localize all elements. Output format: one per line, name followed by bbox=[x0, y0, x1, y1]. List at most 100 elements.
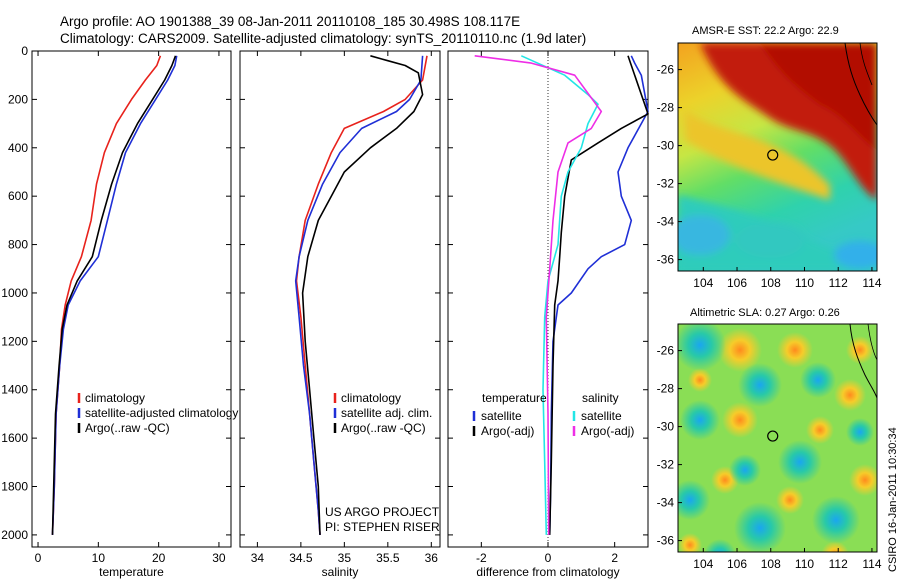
sst-argo-position-marker bbox=[767, 149, 779, 161]
sla-map-xtick-label: 112 bbox=[829, 557, 848, 571]
difference-legend-label: satellite bbox=[581, 409, 622, 423]
sla-negative-anomaly bbox=[704, 539, 736, 552]
temperature-plot-frame bbox=[31, 50, 232, 548]
sla-negative-anomaly bbox=[680, 400, 720, 440]
sst-map-xtick-label: 104 bbox=[693, 276, 713, 290]
difference-legend-label: Argo(-adj) bbox=[481, 424, 534, 438]
salinity-legend-label: Argo(..raw -QC) bbox=[341, 421, 426, 435]
depth-tick-label: 1200 bbox=[1, 334, 28, 348]
sst-map-frame bbox=[677, 42, 878, 272]
sla-map bbox=[678, 324, 877, 552]
sla-negative-anomaly bbox=[738, 363, 782, 407]
depth-tick-label: 1600 bbox=[1, 431, 28, 445]
temperature-xtick-label: 0 bbox=[35, 551, 42, 565]
sst-map-xtick-label: 106 bbox=[727, 276, 747, 290]
sst-map-ytick-label: -30 bbox=[657, 139, 675, 153]
sla-negative-anomaly bbox=[678, 480, 710, 520]
sst-map-xtick-label: 114 bbox=[862, 276, 881, 290]
project-annotation: US ARGO PROJECT bbox=[325, 505, 440, 519]
depth-tick-label: 1800 bbox=[1, 480, 28, 494]
difference-series-2 bbox=[520, 55, 599, 535]
sla-negative-anomaly bbox=[812, 496, 860, 544]
salinity-xtick-label: 34 bbox=[251, 551, 265, 565]
sla-map-ytick-label: -30 bbox=[657, 420, 675, 434]
sla-negative-anomaly bbox=[734, 502, 786, 552]
header-line-2: Climatology: CARS2009. Satellite-adjuste… bbox=[60, 31, 586, 46]
salinity-xtick-label: 36 bbox=[425, 551, 439, 565]
sla-positive-anomaly bbox=[846, 336, 874, 364]
sla-negative-anomaly bbox=[729, 454, 761, 486]
temperature-legend-label: Argo(..raw -QC) bbox=[85, 421, 170, 435]
temperature-legend-label: satellite-adjusted climatology bbox=[85, 406, 238, 420]
temperature-xlabel: temperature bbox=[99, 565, 164, 579]
sst-map-ytick-label: -36 bbox=[657, 253, 675, 267]
salinity-xtick-label: 35 bbox=[338, 551, 352, 565]
temperature-legend-label: climatology bbox=[85, 391, 145, 405]
sst-map-ytick-label: -32 bbox=[657, 177, 675, 191]
sla-positive-anomaly bbox=[722, 402, 758, 438]
depth-tick-label: 200 bbox=[8, 92, 28, 106]
depth-tick-label: 400 bbox=[8, 141, 28, 155]
difference-legend-label: Argo(-adj) bbox=[581, 424, 634, 438]
depth-tick-label: 1000 bbox=[1, 286, 28, 300]
sst-map-title: AMSR-E SST: 22.2 Argo: 22.9 bbox=[692, 25, 839, 37]
sla-negative-anomaly bbox=[846, 418, 874, 446]
sst-map-xtick-label: 112 bbox=[829, 276, 848, 290]
salinity-xlabel: salinity bbox=[322, 565, 359, 579]
depth-tick-label: 0 bbox=[21, 44, 28, 58]
sla-map-xtick-label: 108 bbox=[761, 557, 781, 571]
salinity-xtick-label: 34.5 bbox=[289, 551, 313, 565]
sst-map-xtick-label: 108 bbox=[761, 276, 781, 290]
sla-map-xtick-label: 114 bbox=[862, 557, 881, 571]
sla-positive-anomaly bbox=[777, 332, 813, 368]
difference-series-1 bbox=[548, 55, 649, 535]
difference-xtick-label: 2 bbox=[611, 551, 618, 565]
depth-tick-label: 800 bbox=[8, 238, 28, 252]
difference-series-0 bbox=[548, 55, 649, 535]
salinity-plot-frame bbox=[239, 50, 441, 548]
difference-xlabel: difference from climatology bbox=[476, 565, 619, 579]
depth-tick-label: 2000 bbox=[1, 528, 28, 542]
temperature-series-0 bbox=[51, 55, 162, 535]
temperature-xtick-label: 30 bbox=[212, 551, 226, 565]
sla-negative-anomaly bbox=[678, 324, 726, 371]
difference-xtick-label: 0 bbox=[545, 551, 552, 565]
sla-map-ytick-label: -36 bbox=[657, 534, 675, 548]
legend-title-salinity: salinity bbox=[582, 391, 619, 405]
sla-positive-anomaly bbox=[821, 541, 849, 552]
header-line-1: Argo profile: AO 1901388_39 08-Jan-2011 … bbox=[60, 14, 520, 29]
sla-negative-anomaly bbox=[778, 440, 822, 484]
sst-map bbox=[678, 43, 877, 271]
sla-map-title: Altimetric SLA: 0.27 Argo: 0.26 bbox=[690, 307, 840, 319]
sla-positive-anomaly bbox=[849, 464, 877, 496]
temperature-xtick-label: 10 bbox=[92, 551, 106, 565]
sst-map-ytick-label: -34 bbox=[657, 215, 675, 229]
sla-map-ytick-label: -32 bbox=[657, 458, 675, 472]
sla-map-xtick-label: 110 bbox=[795, 557, 814, 571]
sla-positive-anomaly bbox=[806, 416, 834, 444]
sla-map-frame bbox=[677, 323, 878, 553]
sla-positive-anomaly bbox=[718, 328, 762, 372]
sst-map-ytick-label: -28 bbox=[657, 101, 675, 115]
side-label: CSIRO 16-Jan-2011 10:30:34 bbox=[887, 427, 899, 572]
salinity-legend-label: satellite adj. clim. bbox=[341, 406, 432, 420]
temperature-series-2 bbox=[51, 55, 177, 535]
temperature-plot: 0 10 20 30 temperature 0 200 400 600 800 1000 1200 1… bbox=[1, 44, 238, 579]
difference-series-3 bbox=[474, 55, 603, 535]
sla-map-ytick-label: -28 bbox=[657, 382, 675, 396]
salinity-series-1 bbox=[294, 55, 424, 535]
depth-tick-label: 1400 bbox=[1, 383, 28, 397]
sla-negative-anomaly bbox=[800, 362, 836, 398]
project-annotation: PI: STEPHEN RISER bbox=[325, 520, 440, 534]
sst-map-xtick-label: 110 bbox=[795, 276, 814, 290]
salinity-plot: 34 34.5 35 35.5 36 salinity climatologysatelli… bbox=[240, 50, 440, 579]
depth-tick-label: 600 bbox=[8, 189, 28, 203]
sla-positive-anomaly bbox=[834, 379, 866, 411]
salinity-legend-label: climatology bbox=[341, 391, 401, 405]
salinity-series-2 bbox=[301, 55, 424, 535]
temperature-xtick-label: 20 bbox=[152, 551, 166, 565]
sla-positive-anomaly bbox=[688, 368, 712, 392]
sla-map-xtick-label: 104 bbox=[693, 557, 713, 571]
